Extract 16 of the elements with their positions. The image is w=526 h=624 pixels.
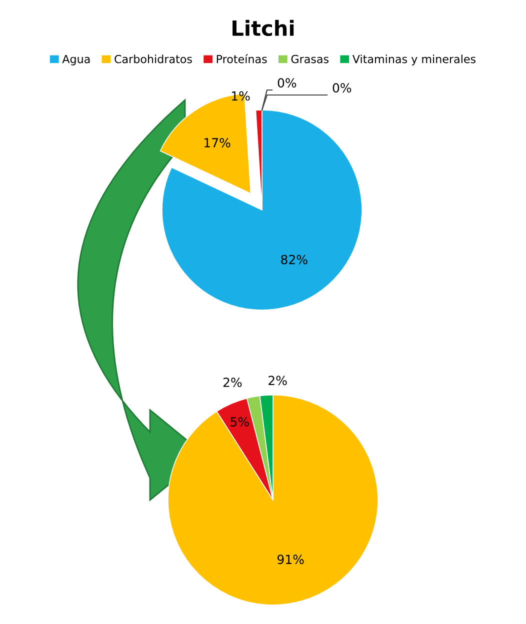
data-label: 2%: [268, 376, 287, 386]
text: 0%: [278, 78, 296, 88]
legend-label: Agua: [62, 54, 90, 66]
pie-slice: [216, 398, 274, 500]
data-label: 5%: [230, 417, 249, 427]
data-label: 91%: [277, 554, 304, 564]
data-label: 82%: [281, 254, 308, 264]
legend-label: Proteínas: [216, 54, 267, 64]
data-label: 17%: [204, 138, 230, 148]
data-label: 2%: [223, 378, 242, 388]
legend-label: Carbohidratos: [114, 54, 192, 64]
chart-title: Litchi: [232, 20, 294, 36]
pie-slice: [168, 394, 378, 606]
text: 0%: [332, 83, 352, 93]
legend-label: Grasas: [291, 54, 329, 64]
legend-label: Vitaminas y minerales: [352, 54, 476, 66]
